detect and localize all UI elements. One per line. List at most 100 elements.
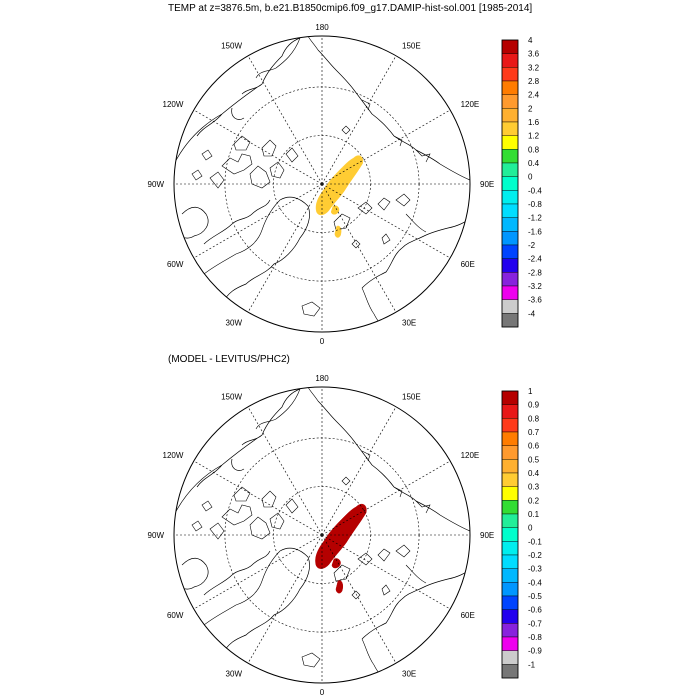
colorbar-swatch (501, 53, 519, 68)
colorbar-label: -0.7 (528, 619, 542, 628)
colorbar-label: -0.8 (528, 200, 542, 209)
colorbar-swatch (501, 404, 519, 419)
colorbar-label: 0 (528, 173, 533, 182)
colorbar-label: 0.5 (528, 455, 540, 464)
longitude-label: 30E (402, 319, 416, 328)
colorbar-swatch (501, 500, 519, 515)
colorbar-frame (501, 390, 519, 679)
colorbar-label: 0.1 (528, 510, 540, 519)
colorbar-label: 4 (528, 36, 533, 45)
colorbar-label: 0.8 (528, 414, 540, 423)
longitude-label: 0 (320, 688, 325, 697)
longitude-label: 0 (320, 337, 325, 346)
colorbar-swatch (501, 203, 519, 218)
longitude-label: 180 (315, 374, 329, 383)
colorbar-swatch (501, 582, 519, 597)
meridian-line (193, 183, 323, 259)
colorbar-swatch (501, 231, 519, 246)
panel-1-title: TEMP at z=3876.5m, b.e21.B1850cmip6.f09_… (168, 3, 533, 14)
longitude-label: 120E (461, 100, 480, 109)
panel-2-title: (MODEL - LEVITUS/PHC2) (168, 354, 290, 365)
colorbar-swatch (501, 285, 519, 300)
colorbar-swatch (501, 149, 519, 164)
meridian-line (247, 406, 323, 536)
colorbar-swatch (501, 217, 519, 232)
colorbar-swatch (501, 609, 519, 624)
map-boundary (173, 386, 471, 684)
longitude-label: 150W (221, 392, 242, 401)
colorbar-swatch (501, 636, 519, 651)
meridian-line (247, 183, 323, 313)
colorbar-label: 0.9 (528, 401, 540, 410)
meridian-line (321, 109, 451, 185)
meridian-line (321, 534, 397, 664)
coastlines (174, 387, 470, 682)
meridian-line (193, 534, 323, 610)
colorbar-label: -0.4 (528, 578, 542, 587)
colorbar-label: -0.3 (528, 565, 542, 574)
colorbar-swatch (501, 459, 519, 474)
colorbar-label: 2.4 (528, 91, 540, 100)
colorbar-label: -3.6 (528, 296, 542, 305)
colorbar-label: -4 (528, 309, 536, 318)
colorbar-swatch (501, 445, 519, 460)
colorbar-label: 1.6 (528, 118, 540, 127)
meridian-line (247, 55, 323, 185)
meridian-line (193, 109, 323, 185)
colorbar-label: -3.2 (528, 282, 542, 291)
meridian-line (193, 460, 323, 536)
colorbar-swatch (501, 94, 519, 109)
colorbar-swatch (501, 272, 519, 287)
longitude-label: 60W (167, 260, 184, 269)
colorbar-label: 0 (528, 524, 533, 533)
colorbar-swatch (501, 80, 519, 95)
coastlines (174, 36, 470, 331)
colorbar-swatch (501, 162, 519, 177)
colorbar-swatch (501, 472, 519, 487)
longitude-label: 90E (480, 531, 494, 540)
anomaly-field (315, 503, 367, 594)
colorbar-swatch (501, 554, 519, 569)
longitude-label: 30W (226, 670, 243, 679)
longitude-label: 30W (226, 319, 243, 328)
colorbar-label: 2 (528, 104, 533, 113)
colorbar-label: 0.4 (528, 469, 540, 478)
colorbar-swatch (501, 431, 519, 446)
anomaly-field (315, 155, 364, 238)
colorbar-swatch (501, 513, 519, 528)
polar-map-panel-2: 180 150E 120E 90E 60E 30E 0 30W 60W 90W 120W 150W (148, 374, 495, 697)
colorbar-label: 3.2 (528, 63, 540, 72)
colorbar-label: -0.6 (528, 606, 542, 615)
longitude-label: 90W (148, 180, 165, 189)
colorbar-label: 0.7 (528, 428, 540, 437)
colorbar-label: -0.8 (528, 633, 542, 642)
colorbar-swatch (501, 258, 519, 273)
meridian-line (247, 534, 323, 664)
colorbar-label: 3.6 (528, 50, 540, 59)
longitude-label: 60W (167, 611, 184, 620)
colorbar-swatch (501, 121, 519, 136)
colorbar-label: 1 (528, 387, 533, 396)
colorbar-swatch (501, 313, 519, 328)
colorbar-label: -1 (528, 660, 536, 669)
longitude-label: 120E (461, 451, 480, 460)
colorbar-swatch (501, 176, 519, 191)
colorbar-swatch (501, 541, 519, 556)
colorbar-label: -1.6 (528, 227, 542, 236)
longitude-label: 90W (148, 531, 165, 540)
longitude-label: 120W (163, 100, 184, 109)
colorbar-swatch (501, 664, 519, 679)
colorbar-label: 0.8 (528, 145, 540, 154)
colorbar-swatch (501, 390, 519, 405)
meridian-line (321, 406, 397, 536)
longitude-label: 120W (163, 451, 184, 460)
meridian-line (321, 534, 451, 610)
colorbar-label: 0.2 (528, 496, 540, 505)
colorbar-swatch (501, 190, 519, 205)
colorbar-swatch (501, 39, 519, 54)
longitude-label: 90E (480, 180, 494, 189)
colorbar-label: -2 (528, 241, 536, 250)
longitude-label: 180 (315, 23, 329, 32)
meridian-line (321, 183, 451, 259)
colorbar-swatch (501, 299, 519, 314)
